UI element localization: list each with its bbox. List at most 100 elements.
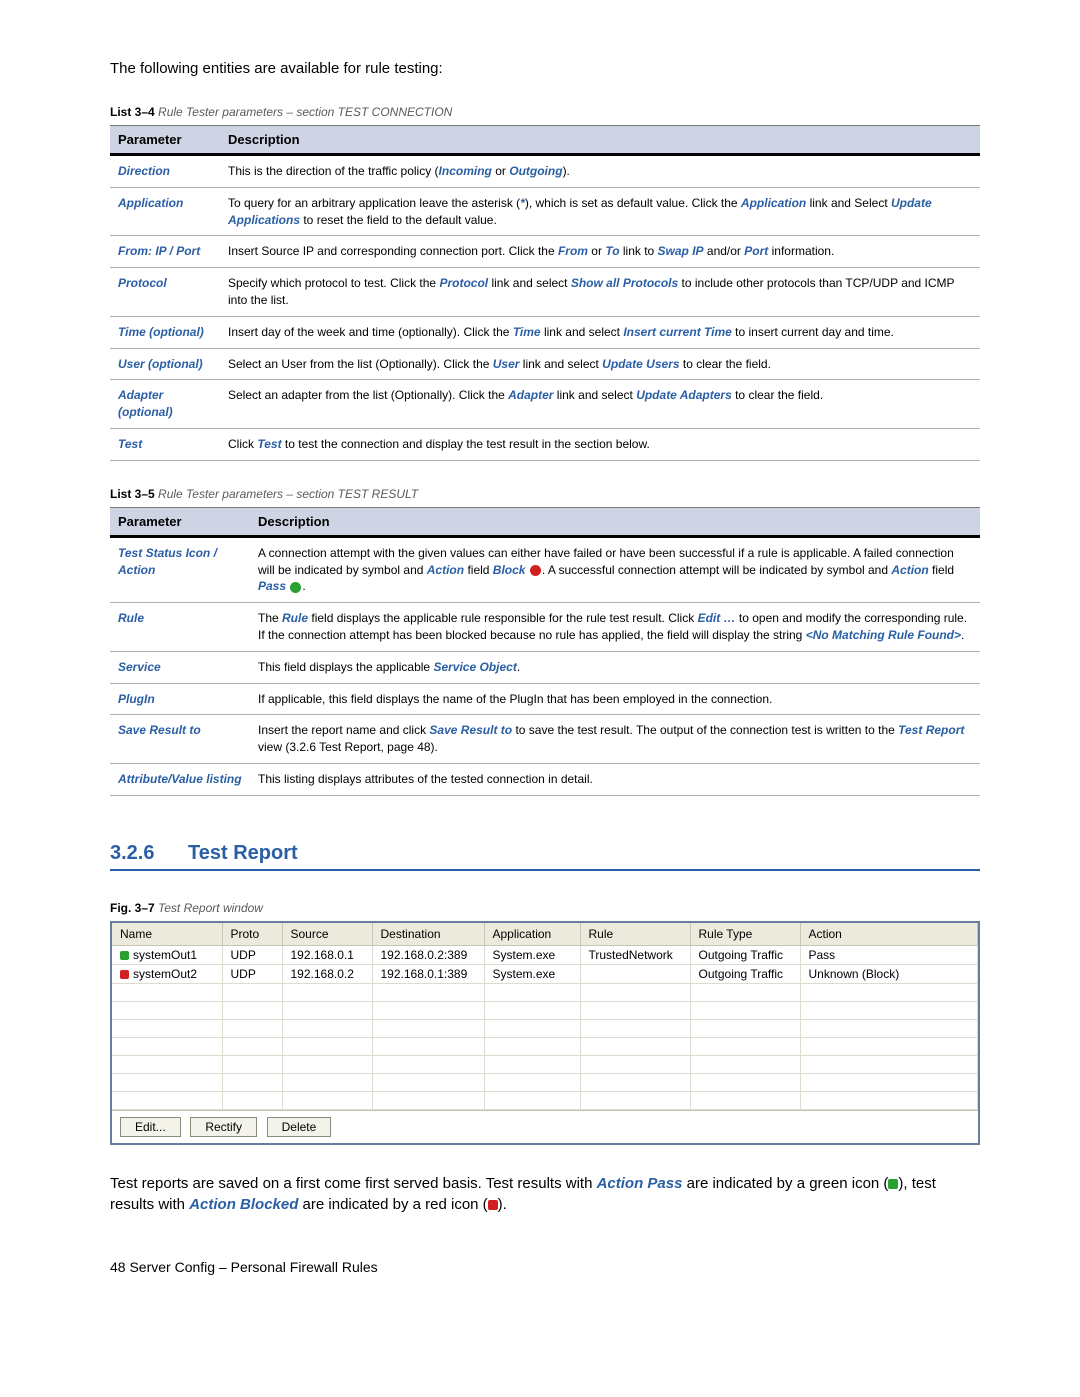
param-name: Test Status Icon / Action [110, 536, 250, 602]
rectify-button[interactable]: Rectify [190, 1117, 257, 1137]
th-proto[interactable]: Proto [222, 923, 282, 946]
param-name: Direction [110, 155, 220, 188]
param-desc: If applicable, this field displays the n… [250, 683, 980, 715]
param-name: From: IP / Port [110, 236, 220, 268]
th-name[interactable]: Name [112, 923, 222, 946]
param-name: Protocol [110, 268, 220, 317]
param-name: Attribute/Value listing [110, 763, 250, 795]
param-desc: Specify which protocol to test. Click th… [220, 268, 980, 317]
param-desc: Click Test to test the connection and di… [220, 428, 980, 460]
table-row: Protocol Specify which protocol to test.… [110, 268, 980, 317]
param-name: Test [110, 428, 220, 460]
delete-button[interactable]: Delete [267, 1117, 332, 1137]
th-rule-type[interactable]: Rule Type [690, 923, 800, 946]
th-parameter: Parameter [110, 126, 220, 155]
cell-ruletype: Outgoing Traffic [690, 964, 800, 983]
param-desc: Select an User from the list (Optionally… [220, 348, 980, 380]
list-3-5-caption: List 3–5 Rule Tester parameters – sectio… [110, 487, 980, 501]
test-report-table: Name Proto Source Destination Applicatio… [112, 923, 978, 1110]
cell-dest: 192.168.0.1:389 [372, 964, 484, 983]
cell-source: 192.168.0.2 [282, 964, 372, 983]
table-row: Adapter (optional) Select an adapter fro… [110, 380, 980, 429]
caption-bold: List 3–5 [110, 487, 155, 501]
table-row: Direction This is the direction of the t… [110, 155, 980, 188]
th-description: Description [250, 507, 980, 536]
cell-ruletype: Outgoing Traffic [690, 945, 800, 964]
param-name: User (optional) [110, 348, 220, 380]
section-heading: 3.2.6Test Report [110, 842, 980, 871]
footer-text: Server Config – Personal Firewall Rules [129, 1259, 377, 1275]
th-source[interactable]: Source [282, 923, 372, 946]
report-row-empty [112, 1073, 978, 1091]
intro-text: The following entities are available for… [110, 60, 980, 77]
th-parameter: Parameter [110, 507, 250, 536]
page-footer: 48 Server Config – Personal Firewall Rul… [110, 1259, 980, 1275]
table-row: Attribute/Value listing This listing dis… [110, 763, 980, 795]
test-report-window: Name Proto Source Destination Applicatio… [110, 921, 980, 1145]
caption-italic: Rule Tester parameters – section TEST RE… [155, 487, 418, 501]
table-row: Rule The Rule field displays the applica… [110, 603, 980, 652]
table-row: Time (optional) Insert day of the week a… [110, 316, 980, 348]
report-row-empty [112, 1037, 978, 1055]
page-number: 48 [110, 1259, 126, 1275]
table-test-result: Parameter Description Test Status Icon /… [110, 507, 980, 796]
table-row: Application To query for an arbitrary ap… [110, 187, 980, 236]
cell-name: systemOut2 [133, 967, 197, 981]
table-row: Save Result to Insert the report name an… [110, 715, 980, 764]
fig-caption: Fig. 3–7 Test Report window [110, 901, 980, 915]
th-action[interactable]: Action [800, 923, 978, 946]
param-name: Time (optional) [110, 316, 220, 348]
table-row: Test Status Icon / Action A connection a… [110, 536, 980, 602]
report-row-empty [112, 1091, 978, 1109]
table-row: Test Click Test to test the connection a… [110, 428, 980, 460]
cell-rule: TrustedNetwork [580, 945, 690, 964]
report-row-empty [112, 983, 978, 1001]
cell-app: System.exe [484, 945, 580, 964]
th-destination[interactable]: Destination [372, 923, 484, 946]
param-desc: Select an adapter from the list (Optiona… [220, 380, 980, 429]
block-icon [530, 565, 541, 576]
param-desc: Insert Source IP and corresponding conne… [220, 236, 980, 268]
param-name: Application [110, 187, 220, 236]
report-row-empty [112, 1001, 978, 1019]
pass-icon [888, 1179, 898, 1189]
table-row: From: IP / Port Insert Source IP and cor… [110, 236, 980, 268]
table-row: Service This field displays the applicab… [110, 651, 980, 683]
param-desc: This listing displays attributes of the … [250, 763, 980, 795]
param-name: Rule [110, 603, 250, 652]
pass-icon [120, 951, 129, 960]
explanatory-paragraph: Test reports are saved on a first come f… [110, 1173, 980, 1215]
th-description: Description [220, 126, 980, 155]
report-row[interactable]: systemOut2 UDP 192.168.0.2 192.168.0.1:3… [112, 964, 978, 983]
cell-source: 192.168.0.1 [282, 945, 372, 964]
param-desc: Insert day of the week and time (optiona… [220, 316, 980, 348]
table-row: User (optional) Select an User from the … [110, 348, 980, 380]
param-desc: A connection attempt with the given valu… [250, 536, 980, 602]
section-title: Test Report [188, 842, 298, 864]
list-3-4-caption: List 3–4 Rule Tester parameters – sectio… [110, 105, 980, 119]
report-row-empty [112, 1019, 978, 1037]
caption-bold: List 3–4 [110, 105, 155, 119]
cell-action: Unknown (Block) [800, 964, 978, 983]
fig-caption-italic: Test Report window [155, 901, 263, 915]
edit-button[interactable]: Edit... [120, 1117, 181, 1137]
th-application[interactable]: Application [484, 923, 580, 946]
param-name: PlugIn [110, 683, 250, 715]
report-row-empty [112, 1055, 978, 1073]
cell-rule [580, 964, 690, 983]
param-name: Save Result to [110, 715, 250, 764]
cell-name: systemOut1 [133, 948, 197, 962]
pass-icon [290, 582, 301, 593]
report-row[interactable]: systemOut1 UDP 192.168.0.1 192.168.0.2:3… [112, 945, 978, 964]
block-icon [120, 970, 129, 979]
cell-action: Pass [800, 945, 978, 964]
th-rule[interactable]: Rule [580, 923, 690, 946]
table-test-connection: Parameter Description Direction This is … [110, 125, 980, 461]
report-button-bar: Edit... Rectify Delete [112, 1110, 978, 1143]
param-desc: This field displays the applicable Servi… [250, 651, 980, 683]
cell-dest: 192.168.0.2:389 [372, 945, 484, 964]
cell-app: System.exe [484, 964, 580, 983]
cell-proto: UDP [222, 964, 282, 983]
param-desc: To query for an arbitrary application le… [220, 187, 980, 236]
cell-proto: UDP [222, 945, 282, 964]
